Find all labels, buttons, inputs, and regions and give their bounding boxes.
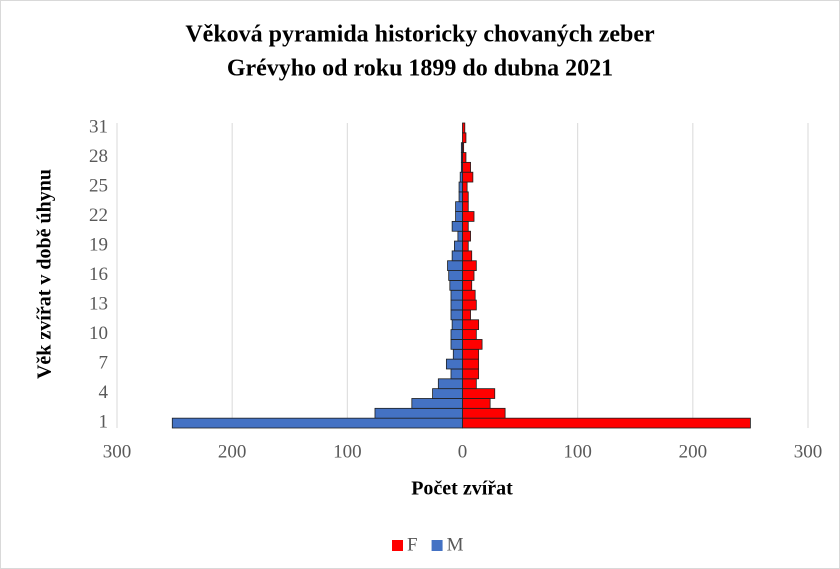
chart-title: Grévyho od roku 1899 do dubna 2021	[227, 56, 613, 82]
bar	[171, 417, 463, 429]
bar	[462, 191, 469, 203]
legend-label: M	[447, 534, 464, 555]
bar	[462, 398, 491, 409]
bar	[437, 378, 463, 390]
bar	[460, 152, 463, 163]
bar	[462, 230, 471, 242]
bar	[447, 260, 463, 271]
y-tick-label: 1	[99, 411, 109, 432]
bar	[451, 220, 463, 232]
bar	[458, 181, 463, 193]
y-tick-label: 25	[89, 175, 108, 196]
bar	[462, 368, 480, 380]
bar	[462, 388, 496, 399]
bar	[462, 171, 474, 183]
x-tick-label: 100	[333, 441, 362, 462]
bar	[462, 201, 469, 212]
x-tick-label: 0	[458, 441, 468, 462]
bar	[450, 339, 463, 350]
bar	[455, 211, 463, 222]
bar	[462, 220, 469, 232]
y-tick-label: 19	[89, 234, 108, 255]
bar	[450, 368, 463, 380]
bar	[432, 388, 463, 399]
bar	[462, 280, 473, 291]
legend-label: F	[407, 534, 418, 555]
y-tick-label: 31	[89, 116, 108, 137]
bar	[462, 181, 468, 193]
bar	[462, 309, 471, 321]
bar	[457, 230, 463, 242]
bar	[449, 280, 463, 291]
bar	[462, 378, 477, 390]
bar	[462, 211, 475, 222]
bar	[462, 152, 467, 163]
bar	[462, 250, 473, 262]
y-tick-label: 16	[89, 264, 108, 285]
chart-title: Věková pyramida historicky chovaných zeb…	[185, 22, 655, 48]
x-tick-label: 300	[794, 441, 823, 462]
bar	[451, 250, 463, 262]
bar	[462, 240, 469, 252]
bar	[462, 358, 480, 370]
x-tick-label: 300	[103, 441, 132, 462]
bar	[454, 240, 463, 252]
bar	[460, 161, 463, 173]
legend-swatch	[431, 540, 443, 551]
y-tick-label: 10	[89, 323, 108, 344]
x-tick-label: 200	[679, 441, 708, 462]
bar	[462, 260, 477, 271]
bar	[462, 299, 477, 311]
y-tick-label: 22	[89, 205, 108, 226]
y-tick-label: 7	[99, 352, 109, 373]
y-tick-label: 28	[89, 146, 108, 167]
x-axis-title: Počet zvířat	[411, 478, 513, 500]
x-tick-label: 100	[563, 441, 592, 462]
bar	[411, 398, 463, 409]
bar	[450, 329, 463, 340]
bar	[462, 339, 483, 350]
bar	[462, 329, 477, 340]
bar	[462, 161, 471, 173]
bar	[452, 348, 463, 360]
bar	[450, 299, 463, 311]
bar	[459, 171, 463, 183]
bar	[450, 309, 463, 321]
legend-swatch	[392, 540, 403, 551]
bar	[448, 270, 463, 281]
bar	[460, 142, 463, 153]
x-tick-label: 200	[218, 441, 247, 462]
bar	[462, 319, 480, 331]
bar	[374, 407, 463, 419]
y-tick-label: 13	[89, 293, 108, 314]
bar	[462, 348, 480, 360]
bar	[462, 270, 475, 281]
bar	[462, 132, 467, 144]
bar	[462, 289, 476, 301]
bar	[462, 122, 466, 134]
y-axis-title: Věk zvířat v době úhynu	[34, 169, 56, 379]
bar	[450, 289, 463, 301]
bar	[455, 201, 463, 212]
bar	[462, 417, 751, 429]
y-tick-label: 4	[99, 382, 109, 403]
bar	[451, 319, 463, 331]
bar	[445, 358, 463, 370]
bar	[462, 407, 506, 419]
bar	[458, 191, 463, 203]
